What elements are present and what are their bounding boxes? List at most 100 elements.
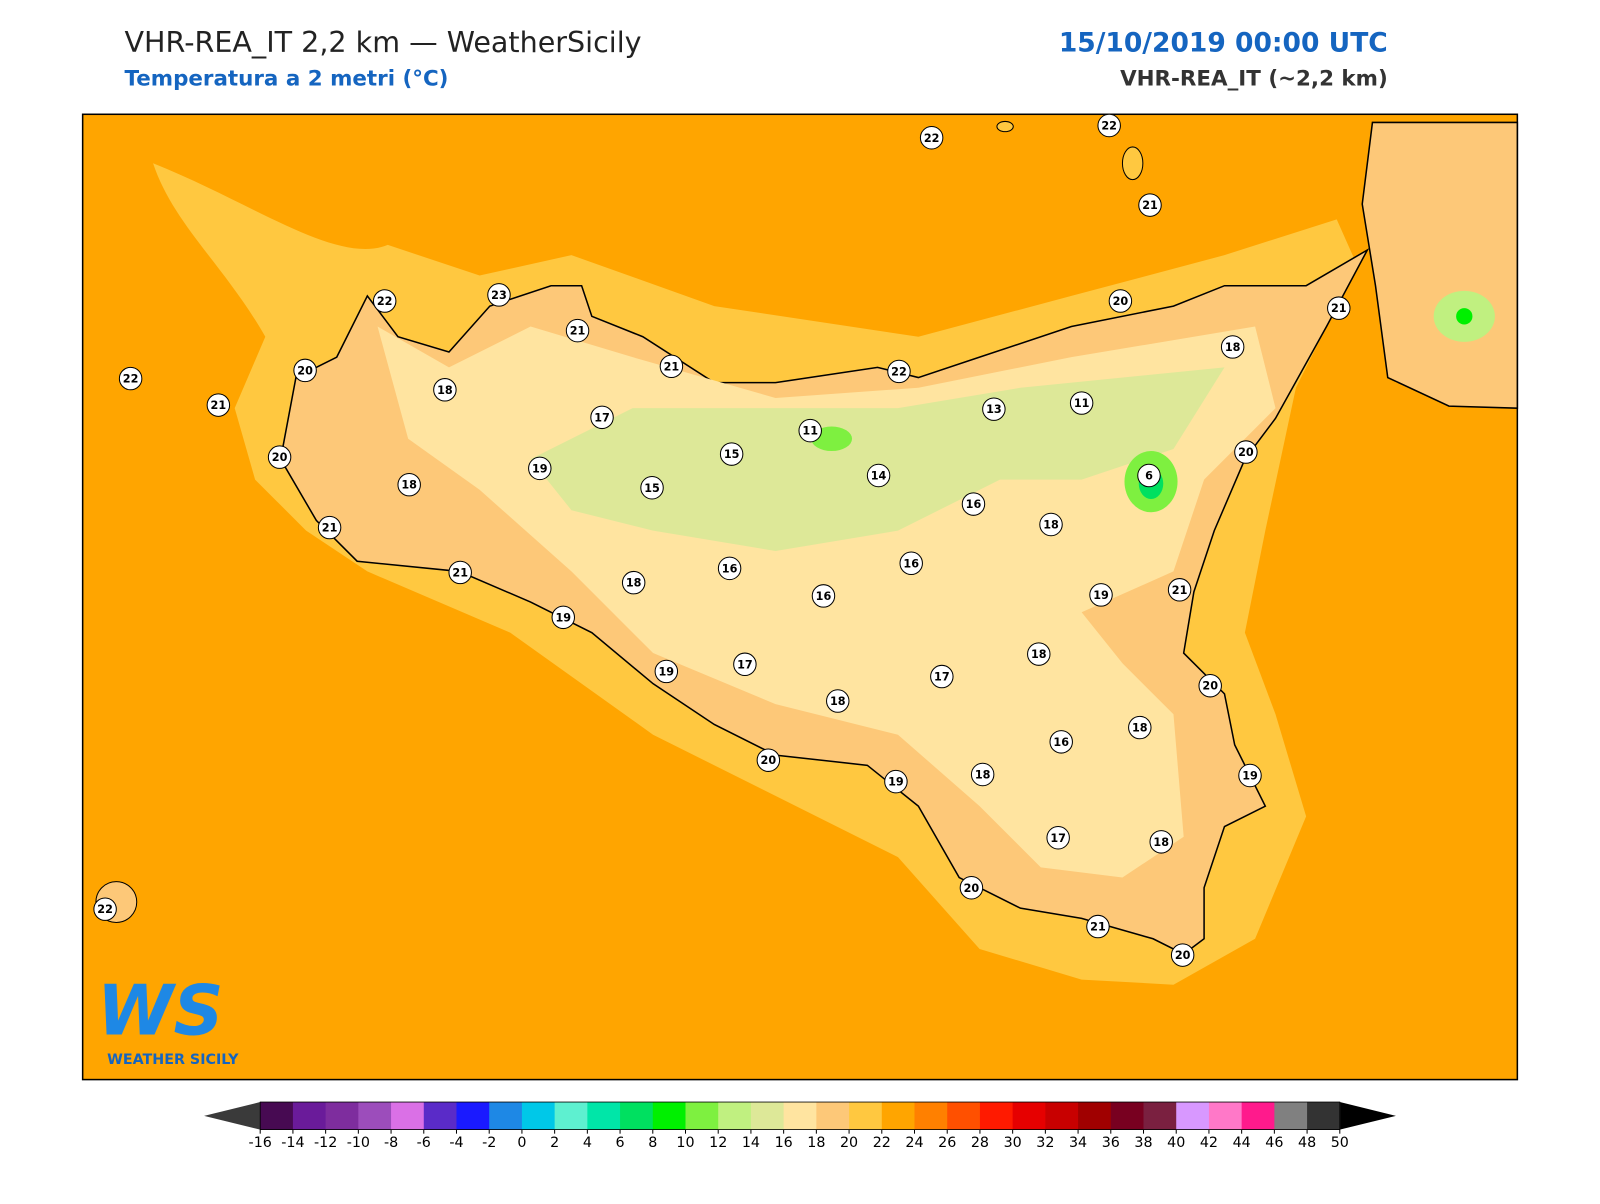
colorbar-tick-label: -6 bbox=[417, 1135, 431, 1151]
station-value: 22 bbox=[97, 903, 113, 916]
colorbar-segment bbox=[358, 1102, 392, 1130]
station-value: 15 bbox=[644, 482, 660, 495]
colorbar-segment bbox=[914, 1102, 948, 1130]
map: 22 22 21 22 23 21 21 22 20 21 18 22 20 21 18 17 11 13 11 20… bbox=[81, 113, 1519, 1081]
station-value: 18 bbox=[626, 577, 642, 590]
colorbar-tick-label: -10 bbox=[347, 1135, 370, 1151]
station-value: 17 bbox=[594, 411, 610, 424]
station-value: 21 bbox=[1331, 302, 1347, 315]
station-value: 21 bbox=[1090, 921, 1106, 934]
station-marker bbox=[1089, 583, 1113, 607]
station-marker bbox=[930, 664, 954, 689]
subtitle: Temperatura a 2 metri (°C) bbox=[124, 67, 448, 92]
colorbar-tick-label: -2 bbox=[482, 1135, 496, 1151]
station-marker bbox=[919, 126, 944, 150]
colorbar-tick-label: 40 bbox=[1167, 1135, 1185, 1151]
colorbar-segment bbox=[260, 1102, 294, 1130]
station-marker bbox=[1097, 113, 1121, 138]
station-value: 18 bbox=[437, 384, 453, 397]
station-marker bbox=[433, 378, 457, 402]
station-marker bbox=[93, 897, 117, 921]
stations: 22 22 21 22 23 21 21 22 20 21 18 22 20 21 18 17 11 13 11 20… bbox=[93, 113, 1351, 967]
station-value: 11 bbox=[802, 425, 818, 438]
colorbar-segment bbox=[1307, 1102, 1341, 1130]
station-marker bbox=[659, 354, 684, 379]
highland-zone bbox=[530, 367, 1225, 552]
colorbar-tick-label: 26 bbox=[938, 1135, 956, 1151]
station-marker bbox=[267, 445, 292, 469]
station-value: 22 bbox=[123, 373, 139, 386]
station-marker bbox=[1234, 440, 1258, 464]
station-value: 11 bbox=[1074, 397, 1090, 410]
station-marker bbox=[1170, 943, 1195, 967]
colorbar-tick-label: 36 bbox=[1102, 1135, 1120, 1151]
station-marker bbox=[1049, 730, 1073, 754]
station-marker bbox=[372, 289, 397, 313]
station-marker bbox=[528, 456, 552, 481]
station-marker bbox=[826, 689, 850, 713]
colorbar-tick-label: 6 bbox=[616, 1135, 625, 1151]
station-marker bbox=[1128, 715, 1152, 740]
station-value: 20 bbox=[761, 754, 777, 767]
station-value: 19 bbox=[659, 665, 675, 678]
colorbar-under bbox=[204, 1102, 261, 1130]
station-value: 21 bbox=[322, 522, 338, 535]
station-value: 18 bbox=[1132, 722, 1148, 735]
station-value: 16 bbox=[966, 498, 982, 511]
station-marker bbox=[970, 762, 995, 787]
station-value: 22 bbox=[891, 365, 907, 378]
title: VHR-REA_IT 2,2 km — WeatherSicily bbox=[124, 25, 641, 59]
station-value: 21 bbox=[452, 566, 468, 579]
station-value: 16 bbox=[1053, 736, 1069, 749]
station-marker bbox=[982, 397, 1006, 421]
station-marker bbox=[1027, 642, 1051, 666]
colorbar-segment bbox=[1078, 1102, 1112, 1130]
station-value: 20 bbox=[964, 882, 980, 895]
station-marker bbox=[1138, 193, 1162, 217]
colorbar-segment bbox=[750, 1102, 785, 1130]
colorbar-frame bbox=[259, 1101, 1341, 1130]
station-value: 18 bbox=[830, 695, 846, 708]
station-marker bbox=[1039, 512, 1063, 537]
colorbar-tick-label: 44 bbox=[1233, 1135, 1251, 1151]
colorbar-tick-label: -12 bbox=[314, 1135, 337, 1151]
station-marker bbox=[1198, 673, 1222, 698]
colorbar-segment bbox=[489, 1102, 523, 1130]
station-marker bbox=[551, 605, 575, 630]
station-value: 20 bbox=[272, 451, 288, 464]
colorbar-tick-label: -14 bbox=[281, 1135, 304, 1151]
colorbar-segment bbox=[1012, 1102, 1046, 1130]
station-marker bbox=[899, 551, 923, 575]
station-value: 16 bbox=[903, 557, 919, 570]
station-marker bbox=[887, 359, 911, 384]
colorbar-tick-label: 4 bbox=[583, 1135, 592, 1151]
colorbar-tick-label: 12 bbox=[709, 1135, 727, 1151]
colorbar-segment bbox=[849, 1102, 883, 1130]
station-value: 20 bbox=[1238, 446, 1254, 459]
station-value: 22 bbox=[377, 295, 393, 308]
colorbar-segment bbox=[325, 1102, 359, 1130]
station-marker bbox=[1086, 914, 1110, 939]
calabria bbox=[1361, 121, 1519, 409]
station-marker bbox=[961, 492, 986, 516]
colorbar-segment bbox=[620, 1102, 654, 1130]
station-marker bbox=[811, 584, 836, 608]
colorbar-tick-label: 20 bbox=[840, 1135, 858, 1151]
station-value: 21 bbox=[211, 399, 227, 412]
station-marker bbox=[1108, 289, 1133, 313]
station-value: 21 bbox=[570, 325, 586, 338]
colorbar-segment bbox=[292, 1102, 327, 1130]
colorbar-tick-label: 34 bbox=[1069, 1135, 1087, 1151]
station-value: 19 bbox=[888, 776, 904, 789]
colorbar-tick-label: 10 bbox=[676, 1135, 694, 1151]
station-marker bbox=[1149, 830, 1173, 854]
colorbar-segment bbox=[554, 1102, 588, 1130]
station-value: 20 bbox=[1175, 949, 1191, 962]
station-marker bbox=[621, 570, 646, 595]
colorbar-segment bbox=[685, 1102, 719, 1130]
station-value: 22 bbox=[1101, 120, 1117, 133]
station-value: 19 bbox=[1242, 770, 1258, 783]
colorbar-segment bbox=[521, 1102, 556, 1130]
station-marker bbox=[565, 318, 590, 343]
